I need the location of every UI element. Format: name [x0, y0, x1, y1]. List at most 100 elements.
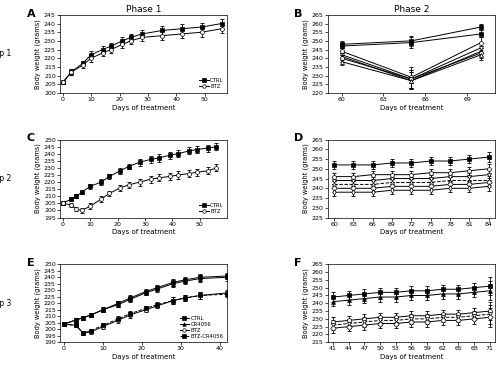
CTRL: [88, 52, 94, 57]
BTZ + Gaba: [331, 190, 337, 195]
CR4056: [127, 297, 133, 302]
CTRL: [156, 156, 162, 160]
BTZ: [98, 197, 104, 201]
BTZ: [68, 70, 74, 74]
Y-axis label: Body weight (grams): Body weight (grams): [34, 144, 41, 214]
BTZ-CR4056: [72, 323, 78, 328]
BTZ-CR4056: [61, 322, 67, 326]
Line: BTZ + CR4056 20: BTZ + CR4056 20: [340, 51, 483, 81]
BTZ + CR4056 6: [331, 186, 337, 190]
Text: B: B: [294, 9, 302, 19]
CTRL: [148, 157, 154, 162]
BTZ: [100, 51, 105, 55]
CTRL: [120, 39, 126, 43]
Legend: CTRL, BTZ: CTRL, BTZ: [198, 202, 224, 215]
CTRL: [154, 285, 160, 290]
Line: BTZ-CR4056: BTZ-CR4056: [62, 292, 230, 335]
Line: BTZ + CR4056 2: BTZ + CR4056 2: [332, 179, 490, 186]
BTZ-CR4056 2ws: [330, 323, 336, 327]
Line: BTZ-fu: BTZ-fu: [340, 41, 483, 79]
Y-axis label: Body weight (grams): Body weight (grams): [302, 144, 309, 214]
Line: CTRL: CTRL: [340, 25, 483, 46]
CTRL: [128, 35, 134, 40]
CTRL: [126, 164, 132, 169]
CTRL: [205, 146, 211, 150]
BTZ + CR4056 20: [338, 56, 344, 60]
Text: E: E: [26, 258, 34, 268]
BTZ + CR4056 60: [338, 60, 344, 64]
BTZ: [205, 169, 211, 173]
CTRL: [79, 190, 85, 194]
BTZ-CR4056: [471, 317, 477, 321]
BTZ-CR4056 4ws: [424, 293, 430, 298]
Line: BTZ + CR4056 6: BTZ + CR4056 6: [332, 180, 490, 190]
BTZ-CR4056: [127, 311, 133, 316]
X-axis label: Days of treatment: Days of treatment: [112, 105, 176, 111]
CTRL: [179, 26, 185, 31]
BTZ-CR4056 2ws: [346, 321, 352, 326]
BTZ: [156, 176, 162, 180]
BTZ: [154, 304, 160, 308]
BTZ-CR4056 4ws: [392, 295, 398, 299]
CTRL: [487, 284, 493, 288]
BTZ + Gaba: [350, 190, 356, 195]
BTZ + Gaba: [370, 190, 376, 195]
Text: Exp 2: Exp 2: [0, 174, 11, 183]
Line: BTZ-CR4056 4ws: BTZ-CR4056 4ws: [331, 289, 492, 304]
BTZ + CR4056 2: [447, 178, 453, 183]
BTZ + CR4056 0.6: [408, 176, 414, 181]
BTZ: [60, 80, 66, 85]
CTRL: [224, 274, 230, 278]
CTRL: [424, 289, 430, 293]
BTZ: [127, 313, 133, 317]
Line: CTRL: CTRL: [62, 274, 230, 326]
CTRL: [74, 194, 80, 199]
BTZ: [487, 309, 493, 313]
CTRL: [362, 292, 368, 296]
BTZ-CR4056: [182, 296, 188, 300]
Text: Exp 1: Exp 1: [0, 49, 11, 58]
BTZ + CR4056 20: [408, 77, 414, 81]
Line: CR4056: CR4056: [62, 275, 230, 326]
CTRL: [389, 161, 395, 165]
CR4056: [197, 276, 203, 281]
BTZ: [74, 207, 80, 211]
BTZ-fu: [408, 173, 414, 177]
BTZ-CR4056 4ws: [408, 293, 414, 298]
BTZ + CR4056 0.6: [428, 176, 434, 181]
BTZ + CR4056 2: [486, 178, 492, 183]
CTRL: [408, 39, 414, 43]
BTZ: [330, 320, 336, 324]
BTZ + CR4056 6: [370, 186, 376, 190]
BTZ-CR4056 2ws: [456, 315, 462, 320]
BTZ + CR4056 2: [466, 178, 472, 183]
Text: C: C: [26, 133, 34, 143]
CTRL: [127, 296, 133, 300]
BTZ: [80, 331, 86, 336]
BTZ: [116, 318, 121, 323]
BTZ-CR4056 4ws: [440, 292, 446, 296]
CTRL: [170, 280, 176, 285]
BTZ: [128, 39, 134, 43]
BTZ + CR4056 6: [478, 45, 484, 50]
BTZ-CR4056: [100, 323, 106, 328]
X-axis label: Days of treatment: Days of treatment: [112, 354, 176, 360]
BTZ-CR4056: [408, 320, 414, 324]
BTZ: [424, 314, 430, 318]
Y-axis label: Body weight (grams): Body weight (grams): [302, 268, 309, 338]
BTZ-CR4056: [154, 302, 160, 307]
X-axis label: Days of treatment: Days of treatment: [112, 230, 176, 235]
BTZ-CR4056: [377, 321, 383, 326]
BTZ + CR4056 6: [486, 180, 492, 185]
BTZ + CR4056 0.6: [331, 178, 337, 183]
Text: F: F: [294, 258, 302, 268]
BTZ: [80, 63, 86, 67]
CTRL: [98, 180, 104, 185]
CTRL: [346, 293, 352, 298]
BTZ + CR4056 6: [350, 186, 356, 190]
BTZ: [471, 310, 477, 315]
BTZ + Bupre: [338, 54, 344, 59]
CR4056: [116, 302, 121, 307]
BTZ-CR4056 2ws: [362, 320, 368, 324]
BTZ: [61, 322, 67, 326]
